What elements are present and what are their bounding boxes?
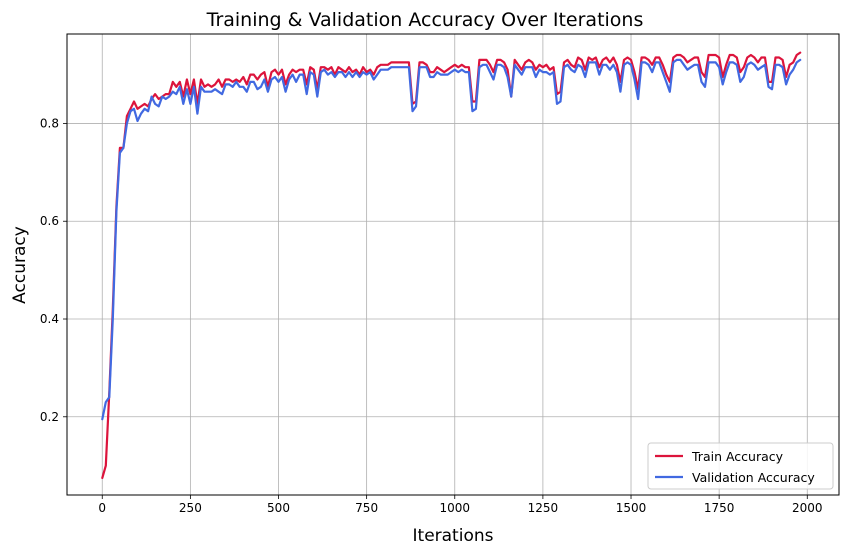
x-tick-label: 250 xyxy=(179,501,202,515)
x-tick-label: 2000 xyxy=(792,501,823,515)
series-lines xyxy=(101,51,802,479)
validation-accuracy-line xyxy=(101,58,802,421)
legend-box xyxy=(647,442,834,490)
x-tick-label: 1000 xyxy=(439,501,470,515)
legend: Train Accuracy Validation Accuracy xyxy=(647,442,834,490)
y-axis-ticks: 0.2 0.4 0.6 0.8 xyxy=(40,116,67,424)
x-tick-label: 0 xyxy=(98,501,106,515)
y-tick-label: 0.2 xyxy=(40,410,59,424)
y-tick-label: 0.4 xyxy=(40,312,59,326)
x-tick-label: 1750 xyxy=(704,501,735,515)
plot-frame xyxy=(66,33,840,496)
x-tick-label: 500 xyxy=(267,501,290,515)
x-tick-label: 1500 xyxy=(616,501,647,515)
y-tick-label: 0.6 xyxy=(40,214,59,228)
legend-label-train: Train Accuracy xyxy=(691,449,784,464)
x-axis-ticks: 0 250 500 750 1000 1250 1500 1750 2000 xyxy=(98,495,823,515)
x-tick-label: 1250 xyxy=(528,501,559,515)
grid xyxy=(67,34,839,495)
x-axis-label: Iterations xyxy=(413,526,494,546)
train-accuracy-line xyxy=(101,51,802,479)
legend-label-validation: Validation Accuracy xyxy=(692,470,815,485)
y-tick-label: 0.8 xyxy=(40,116,59,130)
y-axis-label: Accuracy xyxy=(10,226,30,304)
x-tick-label: 750 xyxy=(355,501,378,515)
chart-title: Training & Validation Accuracy Over Iter… xyxy=(206,9,644,31)
